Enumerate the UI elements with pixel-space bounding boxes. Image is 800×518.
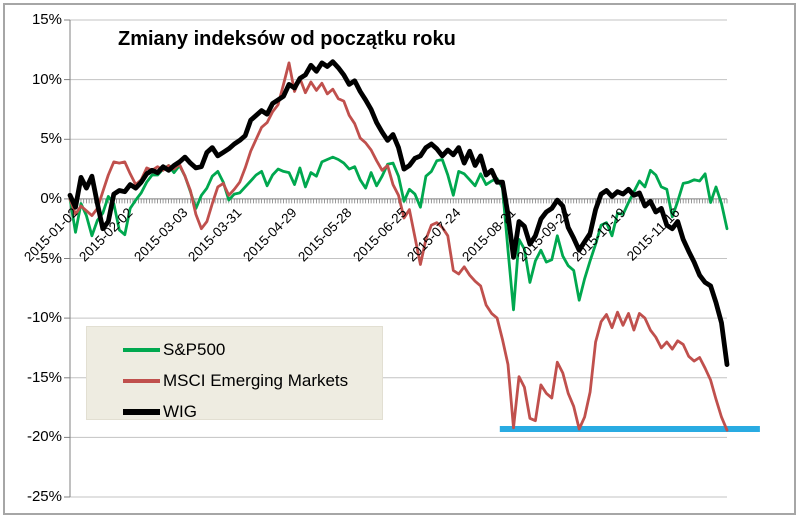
y-axis-label: 5%	[40, 130, 62, 148]
legend-item-msci: MSCI Emerging Markets	[87, 365, 382, 396]
legend-line-msci	[123, 378, 160, 383]
series-line-wig	[67, 59, 730, 368]
y-axis-label: -15%	[26, 368, 62, 386]
y-axis-label: 15%	[31, 11, 62, 28]
legend-label-sp500: S&P500	[163, 339, 226, 359]
legend-item-wig: WIG	[87, 396, 382, 427]
y-axis-label: 10%	[31, 70, 62, 88]
chart-title: Zmiany indeksów od początku roku	[118, 28, 456, 50]
legend: S&P500 MSCI Emerging Markets WIG	[86, 326, 383, 421]
legend-line-wig	[123, 408, 160, 415]
y-axis-label: -25%	[26, 488, 62, 505]
y-axis-label: -20%	[26, 428, 62, 446]
legend-label-wig: WIG	[163, 401, 197, 421]
legend-label-msci: MSCI Emerging Markets	[163, 370, 349, 390]
legend-line-sp500	[123, 347, 160, 352]
legend-item-sp500: S&P500	[87, 334, 382, 365]
y-axis-label: -5%	[35, 249, 62, 267]
y-axis-label: -10%	[26, 309, 62, 327]
y-axis-label: 0%	[40, 189, 62, 207]
